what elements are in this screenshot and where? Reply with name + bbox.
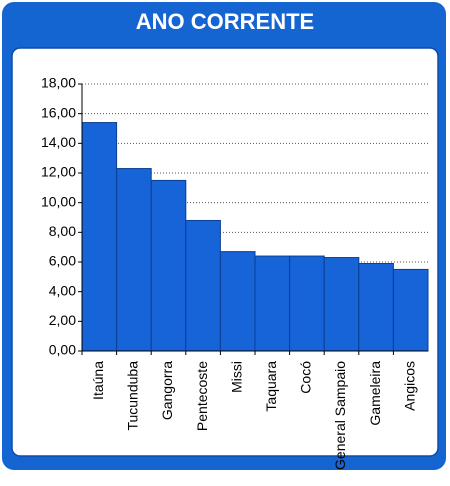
x-tick-label: General Sampaio <box>332 361 348 470</box>
bar <box>289 255 325 352</box>
x-tick-label: Gangorra <box>159 361 175 420</box>
x-tick-label: Tucunduba <box>125 361 141 431</box>
x-tick-label: Itaúna <box>90 361 106 400</box>
bar <box>392 268 429 352</box>
y-tick-label: 8,00 <box>49 223 76 239</box>
y-tick-label: 0,00 <box>49 342 76 358</box>
x-tick-label: Taquara <box>263 361 279 412</box>
bar <box>219 251 256 352</box>
y-tick-label: 12,00 <box>41 164 76 180</box>
y-tick-label: 16,00 <box>41 104 76 120</box>
x-tick-label: Angicos <box>401 361 417 411</box>
x-tick-label: Gameleira <box>367 361 383 426</box>
y-tick-label: 4,00 <box>49 282 76 298</box>
bar <box>185 219 221 352</box>
bar <box>150 179 187 352</box>
y-tick-label: 14,00 <box>41 134 76 150</box>
bar <box>116 168 152 352</box>
bar <box>254 255 291 352</box>
y-tick-label: 2,00 <box>49 312 76 328</box>
x-tick-label: Missi <box>228 361 244 393</box>
bar <box>81 122 118 352</box>
bar <box>323 257 360 352</box>
chart-title: ANO CORRENTE <box>136 9 314 34</box>
bar <box>358 262 394 352</box>
y-tick-label: 18,00 <box>41 75 76 91</box>
y-tick-label: 6,00 <box>49 253 76 269</box>
x-tick-label: Pentecoste <box>194 361 210 431</box>
x-tick-label: Cocó <box>298 361 314 394</box>
y-tick-label: 10,00 <box>41 193 76 209</box>
